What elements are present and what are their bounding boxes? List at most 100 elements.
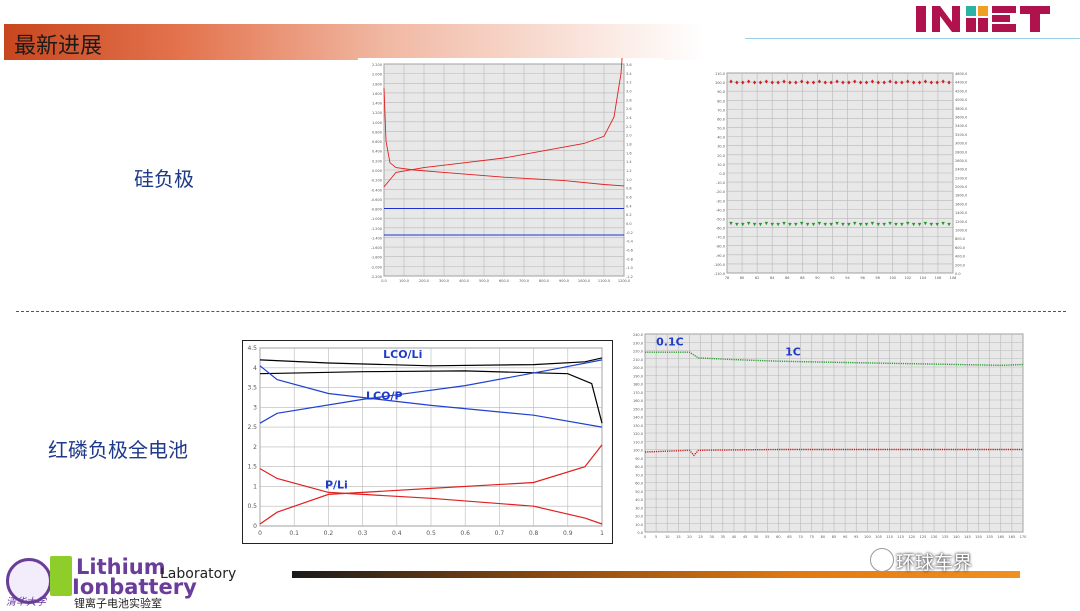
x-tick-label: 0.6 <box>460 530 470 537</box>
y2-tick-label: 0.0 <box>955 272 961 276</box>
x-tick-label: 1000.0 <box>578 279 590 283</box>
y-tick-label: 140.0 <box>633 416 643 420</box>
x-tick-label: 0.4 <box>392 530 402 537</box>
y-tick-label: -1.400 <box>371 236 382 240</box>
university-name: 清华大学 <box>6 597 46 608</box>
y-tick-label: 3.5 <box>247 385 257 392</box>
data-point <box>829 222 833 227</box>
y-tick-label: 100.0 <box>715 81 725 85</box>
x-tick-label: 155 <box>986 535 993 539</box>
y2-tick-label: 0.2 <box>626 213 632 217</box>
y2-tick-label: 1400.0 <box>955 211 967 215</box>
y-tick-label: 90.0 <box>635 457 643 461</box>
x-tick-label: 600.0 <box>499 279 509 283</box>
x-tick-label: 0.7 <box>495 530 505 537</box>
y-tick-label: 1 <box>253 483 257 490</box>
y-tick-label: -90.0 <box>716 254 725 258</box>
y2-tick-label: 1600.0 <box>955 202 967 206</box>
data-point <box>729 221 733 226</box>
y-tick-label: 0.200 <box>372 159 382 163</box>
y-tick-label: 1.400 <box>372 102 382 106</box>
y2-tick-label: -0.8 <box>626 257 633 261</box>
lib-logo-cn: 锂离子电池实验室 <box>74 597 162 610</box>
annotation-label: LCO/Li <box>383 348 422 361</box>
y-tick-label: 0.000 <box>372 169 382 173</box>
data-point <box>764 221 769 226</box>
y-tick-label: 160.0 <box>633 399 643 403</box>
annotation-label: 1C <box>785 345 801 358</box>
red-phosphorus-label: 红磷负极全电池 <box>48 438 188 462</box>
x-tick-label: 100.0 <box>399 279 409 283</box>
y-tick-label: 40.0 <box>635 498 643 502</box>
x-tick-label: 80 <box>740 276 744 280</box>
x-tick-label: 40 <box>732 535 736 539</box>
y2-tick-label: 2400.0 <box>955 168 967 172</box>
annotation-label: LCO/P <box>366 389 403 402</box>
data-point <box>882 222 886 227</box>
y-tick-label: -10.0 <box>716 181 725 185</box>
data-point <box>870 221 875 226</box>
y2-tick-label: 2.0 <box>626 134 632 138</box>
x-tick-label: 96 <box>860 276 864 280</box>
data-point <box>911 222 916 227</box>
y-tick-label: 3 <box>253 404 257 411</box>
x-tick-label: 95 <box>854 535 858 539</box>
y-tick-label: -1.000 <box>371 217 382 221</box>
y-tick-label: 60.0 <box>635 482 643 486</box>
x-tick-label: 80 <box>821 535 825 539</box>
x-tick-label: 5 <box>655 535 657 539</box>
data-point <box>835 221 839 226</box>
data-point <box>847 222 851 227</box>
data-point <box>770 222 775 227</box>
data-point <box>900 222 904 227</box>
y-tick-label: -70.0 <box>716 236 725 240</box>
x-tick-label: 50 <box>754 535 758 539</box>
x-tick-label: 65 <box>787 535 791 539</box>
x-tick-label: 115 <box>897 535 904 539</box>
y2-tick-label: 2800.0 <box>955 150 967 154</box>
data-point <box>876 222 881 227</box>
x-tick-label: 125 <box>920 535 927 539</box>
y2-tick-label: 2.8 <box>626 98 632 102</box>
y-tick-label: 10.0 <box>717 163 725 167</box>
data-point <box>864 222 869 227</box>
y2-tick-label: 3800.0 <box>955 107 967 111</box>
x-tick-label: 0.2 <box>324 530 334 537</box>
y-tick-label: -1.200 <box>371 227 382 231</box>
y-tick-label: 20.0 <box>635 515 643 519</box>
x-tick-label: 145 <box>964 535 971 539</box>
x-tick-label: 200.0 <box>419 279 429 283</box>
data-point <box>735 222 739 227</box>
annotation-label: P/Li <box>325 478 348 491</box>
x-tick-label: 100 <box>864 535 871 539</box>
y2-tick-label: 800.0 <box>955 237 965 241</box>
y2-tick-label: 2600.0 <box>955 159 967 163</box>
y2-tick-label: -0.6 <box>626 249 633 253</box>
y-tick-label: -2.000 <box>371 265 382 269</box>
x-tick-label: 130 <box>931 535 938 539</box>
data-point <box>858 222 863 227</box>
x-tick-label: 1 <box>600 530 604 537</box>
data-point <box>841 222 845 227</box>
y-tick-label: 2.000 <box>372 73 382 77</box>
y-tick-label: -50.0 <box>716 217 725 221</box>
y-tick-label: 120.0 <box>633 432 643 436</box>
y-tick-label: 110.0 <box>633 440 643 444</box>
y2-tick-label: 400.0 <box>955 255 965 259</box>
y-tick-label: 130.0 <box>633 424 643 428</box>
series-line-1 <box>644 448 1023 457</box>
chart-full-cell-cycling: 240.0230.0220.0210.0200.0190.0180.0170.0… <box>625 326 1035 548</box>
data-point <box>805 222 810 227</box>
x-tick-label: 0.8 <box>529 530 539 537</box>
y-tick-label: 0.800 <box>372 130 382 134</box>
data-point <box>799 221 804 226</box>
x-tick-label: 70 <box>798 535 802 539</box>
y2-tick-label: 1.2 <box>626 169 632 173</box>
x-tick-label: 55 <box>765 535 769 539</box>
x-tick-label: 82 <box>755 276 759 280</box>
x-tick-label: 0.3 <box>358 530 368 537</box>
x-tick-label: 1100.0 <box>598 279 610 283</box>
y-tick-label: -0.400 <box>371 188 382 192</box>
x-tick-label: 78 <box>725 276 729 280</box>
series-line-0 <box>645 351 1024 367</box>
